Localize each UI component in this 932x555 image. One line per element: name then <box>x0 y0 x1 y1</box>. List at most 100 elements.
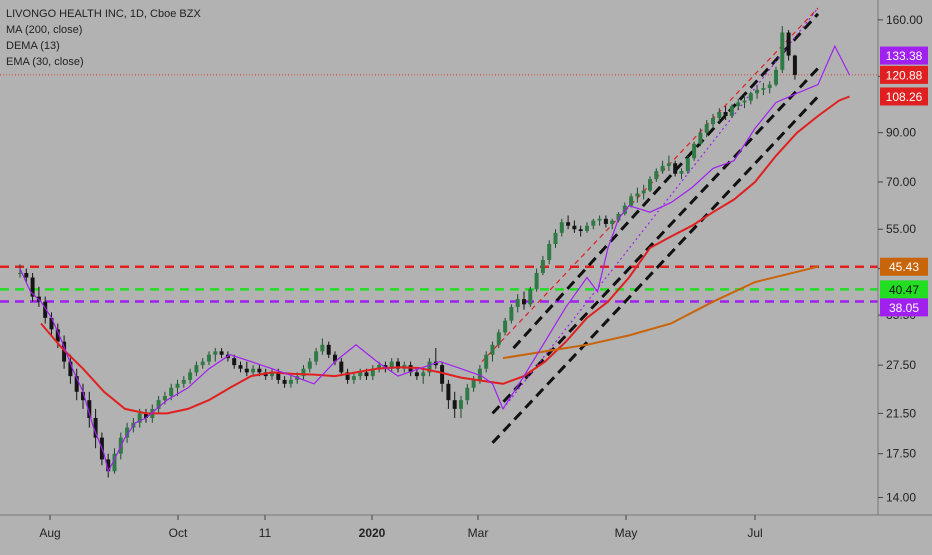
candle-body <box>43 301 48 318</box>
candle-body <box>685 158 690 172</box>
time-tick-label: 11 <box>259 526 272 540</box>
candle-22 <box>156 395 161 414</box>
price-tick-label: 70.00 <box>886 175 916 189</box>
candle-75 <box>490 341 495 362</box>
candle-105 <box>679 168 684 180</box>
candle-48 <box>320 338 325 355</box>
candle-body <box>106 459 111 472</box>
series-line-2 <box>19 44 851 473</box>
candle-52 <box>345 368 350 384</box>
candle-114 <box>736 98 741 111</box>
candle-body <box>181 379 186 384</box>
candle-112 <box>723 106 728 121</box>
candle-0 <box>18 264 22 278</box>
series-line-0 <box>40 95 850 415</box>
candle-body <box>440 365 445 384</box>
candle-body <box>213 351 218 355</box>
price-badge-label: 120.88 <box>886 68 923 82</box>
candle-body <box>572 225 577 230</box>
price-tick-label: 55.00 <box>886 222 916 236</box>
candle-88 <box>572 220 577 233</box>
candle-body <box>780 32 785 70</box>
candle-body <box>490 344 495 355</box>
time-tick-label: 2020 <box>359 526 386 540</box>
candle-51 <box>339 358 344 377</box>
candle-body <box>156 400 161 409</box>
price-badge-3: 45.43 <box>880 257 928 276</box>
candle-body <box>553 232 558 245</box>
candle-body <box>276 372 281 380</box>
price-badge-label: 40.47 <box>889 283 919 297</box>
candle-body <box>484 354 489 369</box>
candle-body <box>755 89 760 94</box>
candle-117 <box>755 86 760 99</box>
candle-17 <box>125 422 130 443</box>
candle-body <box>408 365 413 373</box>
candle-body <box>125 427 130 438</box>
time-tick-label: Jul <box>747 526 762 540</box>
candle-body <box>18 272 22 274</box>
price-tick-label: 27.50 <box>886 358 916 372</box>
candle-body <box>622 205 627 214</box>
candle-68 <box>446 379 451 409</box>
legend-dema: DEMA (13) <box>6 40 60 52</box>
candle-body <box>307 361 312 369</box>
candle-body <box>654 171 659 180</box>
candle-102 <box>660 160 665 174</box>
candle-9 <box>74 368 79 401</box>
candle-body <box>345 372 350 380</box>
candle-4 <box>43 296 48 324</box>
candle-body <box>81 391 85 401</box>
candle-body <box>93 417 98 438</box>
candle-28 <box>194 361 199 377</box>
candle-body <box>112 453 117 472</box>
candle-47 <box>314 348 319 366</box>
price-badge-label: 45.43 <box>889 260 919 274</box>
price-badge-box <box>880 298 928 317</box>
candle-40 <box>270 368 274 380</box>
candle-body <box>547 244 552 261</box>
candle-103 <box>666 155 671 172</box>
candle-67 <box>440 361 445 392</box>
candle-body <box>786 32 791 56</box>
candle-body <box>648 179 652 191</box>
candle-108 <box>698 128 703 147</box>
price-badge-4: 40.47 <box>880 280 928 299</box>
candle-69 <box>452 391 457 418</box>
candle-body <box>87 400 92 418</box>
trendline-channel-upper[interactable] <box>512 12 820 350</box>
candle-body <box>389 361 394 369</box>
candle-97 <box>629 193 634 208</box>
candle-body <box>314 351 319 362</box>
candle-body <box>421 372 426 377</box>
price-badge-box <box>880 46 928 65</box>
candle-63 <box>414 368 419 380</box>
candle-80 <box>522 291 526 310</box>
price-tick-label: 160.00 <box>886 13 923 27</box>
price-badge-2: 108.26 <box>880 87 928 106</box>
candle-body <box>175 383 180 388</box>
candle-body <box>660 165 665 172</box>
price-tick-label: 17.50 <box>886 447 916 461</box>
candle-65 <box>427 358 432 377</box>
candle-5 <box>49 312 54 336</box>
price-tick-label: 90.00 <box>886 126 916 140</box>
legend-ma: MA (200, close) <box>6 24 83 36</box>
candle-101 <box>654 168 659 182</box>
candle-59 <box>389 358 394 373</box>
candle-body <box>496 332 501 345</box>
candle-111 <box>717 108 722 123</box>
candle-body <box>585 225 589 232</box>
candle-35 <box>238 361 243 373</box>
time-tick-label: May <box>615 526 638 540</box>
candle-body <box>673 163 678 174</box>
candle-body <box>471 379 476 388</box>
candle-14 <box>106 453 111 478</box>
candle-27 <box>188 368 193 384</box>
candle-100 <box>648 176 652 193</box>
candle-body <box>528 289 533 305</box>
candle-30 <box>207 351 211 366</box>
candle-body <box>761 88 766 90</box>
